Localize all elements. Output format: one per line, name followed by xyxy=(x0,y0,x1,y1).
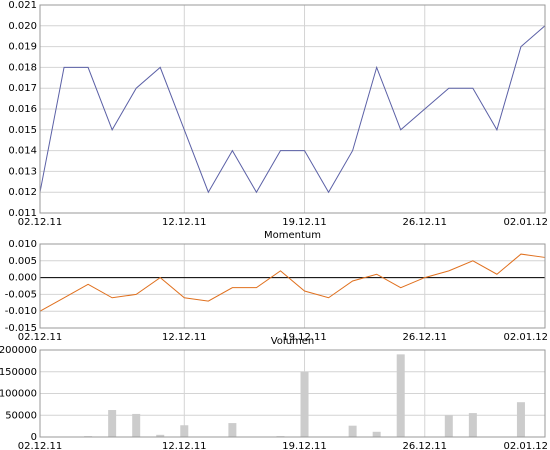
y-tick-label: 0.020 xyxy=(8,21,37,32)
x-tick-label: 26.12.11 xyxy=(402,217,447,228)
y-tick-label: 0.021 xyxy=(8,0,37,11)
y-tick-label: 0 xyxy=(31,432,37,443)
plot-frame xyxy=(39,243,546,329)
y-tick-label: 150000 xyxy=(0,367,37,378)
data-line xyxy=(39,253,546,312)
y-tick-label: 100000 xyxy=(0,389,37,400)
y-tick-label: 0.011 xyxy=(8,208,37,219)
bar xyxy=(372,431,381,437)
x-tick-label: 02.12.11 xyxy=(18,332,63,343)
y-tick-label: 0.016 xyxy=(8,104,37,115)
panel-title: Volumen xyxy=(271,336,315,347)
x-tick-label: 19.12.11 xyxy=(282,441,327,450)
bar xyxy=(300,371,309,437)
bar xyxy=(516,402,525,437)
y-tick-label: 200000 xyxy=(0,345,37,356)
plot-frame xyxy=(39,4,546,214)
x-tick-label: 19.12.11 xyxy=(282,217,327,228)
bar xyxy=(468,413,477,437)
x-tick-label: 26.12.11 xyxy=(402,441,447,450)
bar xyxy=(180,425,189,437)
y-tick-label: 0.014 xyxy=(8,146,37,157)
x-tick-label: 02.12.11 xyxy=(18,217,63,228)
x-tick-label: 02.01.12 xyxy=(503,332,548,343)
x-tick-label: 02.01.12 xyxy=(503,441,548,450)
bar xyxy=(132,413,141,437)
y-tick-label: 0.015 xyxy=(8,125,37,136)
y-tick-label: -0.015 xyxy=(5,323,37,334)
bar xyxy=(348,425,357,437)
y-tick-label: 0.019 xyxy=(8,42,37,53)
bar xyxy=(396,354,405,437)
x-tick-label: 19.12.11 xyxy=(282,332,327,343)
x-tick-label: 12.12.11 xyxy=(162,332,207,343)
x-tick-label: 26.12.11 xyxy=(402,332,447,343)
y-tick-label: 0.005 xyxy=(8,256,37,267)
bar xyxy=(108,410,117,437)
bar xyxy=(444,415,453,437)
x-tick-label: 12.12.11 xyxy=(162,441,207,450)
y-tick-label: 0.013 xyxy=(8,166,37,177)
y-tick-label: 0.000 xyxy=(8,273,37,284)
y-tick-label: -0.010 xyxy=(5,306,37,317)
bar xyxy=(228,423,237,437)
plot-frame xyxy=(39,349,546,438)
data-line xyxy=(39,25,546,194)
x-tick-label: 12.12.11 xyxy=(162,217,207,228)
y-tick-label: 0.012 xyxy=(8,187,37,198)
y-tick-label: 0.017 xyxy=(8,83,37,94)
x-tick-label: 02.01.12 xyxy=(503,217,548,228)
y-tick-label: 0.010 xyxy=(8,239,37,250)
y-tick-label: -0.005 xyxy=(5,289,37,300)
y-tick-label: 50000 xyxy=(5,410,37,421)
panel-title: Momentum xyxy=(264,230,321,241)
x-tick-label: 02.12.11 xyxy=(18,441,63,450)
bar xyxy=(156,434,165,437)
y-tick-label: 0.018 xyxy=(8,62,37,73)
